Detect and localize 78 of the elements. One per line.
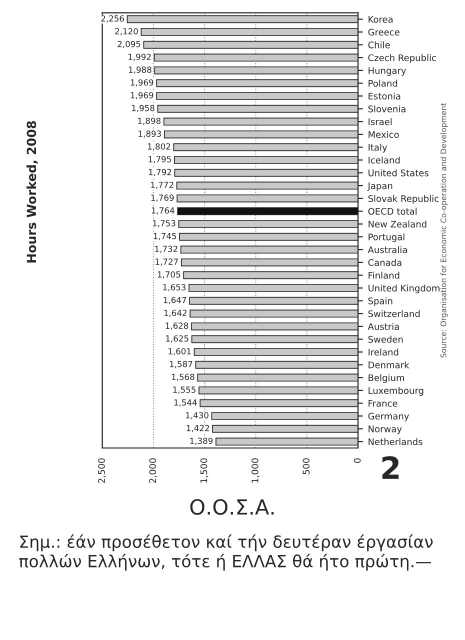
y-tick-label: Sweden	[368, 336, 403, 343]
y-tick-label: New Zealand	[368, 220, 426, 228]
y-tick-label: Spain	[368, 297, 392, 306]
data-label: 1,422	[186, 424, 209, 432]
data-label: 1,753	[153, 220, 176, 228]
text: 2	[382, 456, 399, 479]
data-label: 1,745	[154, 233, 176, 240]
data-label: 1,792	[149, 168, 172, 176]
y-tick-label: Japan	[367, 182, 392, 191]
y-tick-label: United States	[368, 169, 428, 176]
data-label: 1,769	[151, 194, 174, 202]
data-label: 1,992	[128, 54, 151, 61]
data-label: 1,389	[190, 438, 213, 445]
y-tick-label: Netherlands	[368, 438, 422, 446]
y-tick-label: United Kingdom	[368, 284, 440, 294]
text: Σημ.: έάν προσέθετον καί τήν δευτέραν έργασίαν πολλών Ελλήνων, τότε ή ΕΛΛΑΣ θά ήτο πρώτη.—	[19, 534, 433, 571]
y-tick-label: Korea	[368, 16, 393, 23]
x-tick-label: 1,000	[252, 458, 260, 483]
y-tick-label: Slovak Republic	[368, 194, 439, 204]
y-tick-label: Belgium	[368, 374, 404, 383]
text: Ο.Ο.Σ.Α.	[190, 499, 274, 515]
data-label: 2,256	[101, 15, 124, 22]
data-label: 1,705	[158, 271, 180, 278]
y-tick-label: France	[368, 400, 398, 407]
y-tick-label: Norway	[368, 426, 402, 434]
data-label: 1,893	[138, 130, 161, 138]
y-tick-label: Estonia	[368, 92, 400, 100]
y-tick-label: Switzerland	[368, 310, 420, 318]
y-tick-label: Slovenia	[368, 105, 406, 112]
y-tick-label: Portugal	[368, 233, 404, 242]
data-label: 1,958	[132, 104, 154, 112]
text: Hours Worked, 2008	[26, 121, 38, 262]
y-tick-label: Iceland	[368, 156, 400, 164]
data-label: 1,430	[186, 412, 208, 420]
y-tick-label: Hungary	[368, 67, 406, 76]
data-label: 1,969	[130, 92, 154, 100]
y-tick-label: Australia	[368, 246, 407, 254]
y-tick-label: OECD total	[368, 208, 417, 215]
data-label: 1,795	[148, 156, 171, 164]
data-label: 1,732	[155, 246, 178, 253]
data-label: 1,988	[128, 66, 152, 74]
y-tick-label: Mexico	[368, 130, 399, 138]
data-label: 1,727	[156, 258, 178, 266]
data-label: 2,120	[115, 28, 138, 36]
x-tick-label: 1,500	[200, 458, 208, 483]
y-tick-label: Finland	[368, 272, 400, 279]
y-tick-label: Ireland	[368, 348, 398, 356]
y-tick-label: Luxembourg	[368, 386, 424, 396]
data-label: 1,628	[166, 322, 188, 330]
data-label: 1,764	[152, 207, 174, 214]
data-label: 1,625	[166, 335, 188, 342]
y-tick-label: Poland	[368, 80, 398, 87]
x-tick-label: 2,000	[149, 458, 157, 483]
data-label: 1,772	[151, 182, 174, 189]
data-label: 1,555	[173, 386, 196, 394]
y-tick-label: Greece	[368, 28, 400, 36]
data-label: 1,647	[164, 296, 186, 304]
data-label: 1,587	[170, 360, 192, 368]
x-tick-label: 2,500	[98, 458, 106, 483]
data-label: 2,095	[118, 40, 140, 48]
data-label: 1,653	[163, 284, 186, 292]
y-tick-label: Canada	[368, 258, 402, 266]
y-tick-label: Austria	[368, 322, 399, 330]
data-label: 1,544	[174, 399, 197, 406]
y-tick-label: Chile	[368, 41, 390, 48]
x-tick-label: 0	[354, 458, 361, 463]
y-tick-label: Israel	[368, 118, 392, 126]
y-tick-label: Czech Republic	[368, 54, 436, 63]
y-tick-label: Germany	[368, 412, 409, 422]
y-tick-label: Italy	[368, 144, 388, 153]
data-label: 1,802	[148, 143, 170, 150]
data-label: 1,642	[164, 310, 186, 317]
data-label: 1,969	[130, 79, 154, 86]
data-label: 1,601	[168, 348, 191, 356]
data-label: 1,568	[172, 374, 194, 381]
y-tick-label: Denmark	[368, 361, 410, 368]
data-label: 1,898	[138, 118, 161, 125]
x-tick-label: 500	[302, 458, 310, 474]
